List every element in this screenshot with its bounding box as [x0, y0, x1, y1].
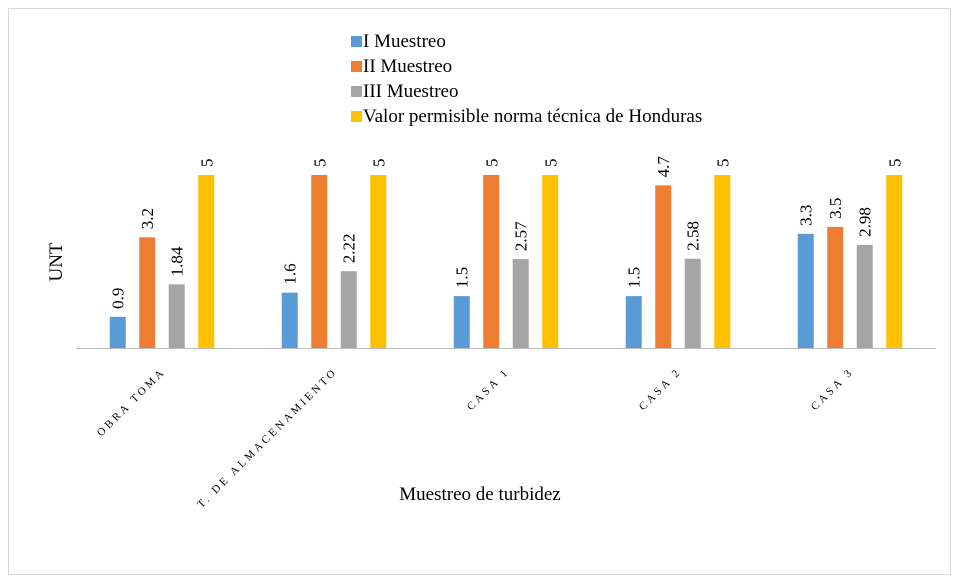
bar	[625, 296, 642, 348]
value-label: 5	[197, 159, 216, 168]
bar	[512, 259, 529, 348]
legend-label: III Muestreo	[363, 81, 459, 102]
value-label: 2.57	[512, 221, 531, 251]
value-label: 5	[885, 159, 904, 168]
value-label: 1.5	[453, 267, 472, 288]
value-label: 0.9	[109, 288, 128, 309]
bar	[797, 233, 814, 348]
value-label: 2.58	[684, 221, 703, 251]
bar	[453, 296, 470, 348]
value-label: 5	[541, 159, 560, 168]
value-label: 3.5	[826, 198, 845, 219]
value-label: 5	[310, 159, 329, 168]
bar	[655, 185, 672, 348]
value-label: 3.2	[138, 208, 157, 229]
bar	[483, 175, 500, 348]
legend-label: I Muestreo	[363, 31, 446, 52]
chart-frame	[8, 8, 951, 575]
bar	[542, 175, 559, 348]
bar	[311, 175, 328, 348]
bar	[168, 284, 185, 348]
legend-label: Valor permisible norma técnica de Hondur…	[363, 106, 702, 127]
value-label: 5	[482, 159, 501, 168]
bar	[827, 226, 844, 348]
bar	[886, 175, 903, 348]
value-label: 4.7	[654, 156, 673, 178]
bar	[856, 244, 873, 348]
value-label: 1.5	[625, 267, 644, 288]
bar	[281, 292, 298, 348]
x-axis-label: Muestreo de turbidez	[399, 484, 560, 505]
bar	[714, 175, 731, 348]
legend-swatch	[351, 36, 362, 47]
bar	[370, 175, 387, 348]
legend-swatch	[351, 111, 362, 122]
value-label: 3.3	[797, 205, 816, 226]
legend-swatch	[351, 86, 362, 97]
value-label: 1.6	[281, 263, 300, 284]
value-label: 5	[713, 159, 732, 168]
value-label: 2.22	[340, 233, 359, 263]
legend-swatch	[351, 61, 362, 72]
bar	[684, 258, 701, 348]
value-label: 1.84	[168, 246, 187, 276]
bar	[198, 175, 215, 348]
y-axis-label: UNT	[46, 242, 67, 281]
bar	[139, 237, 156, 348]
value-label: 5	[369, 159, 388, 168]
bar	[109, 316, 126, 348]
legend-label: II Muestreo	[363, 56, 452, 77]
bar	[340, 271, 357, 348]
value-label: 2.98	[856, 207, 875, 237]
